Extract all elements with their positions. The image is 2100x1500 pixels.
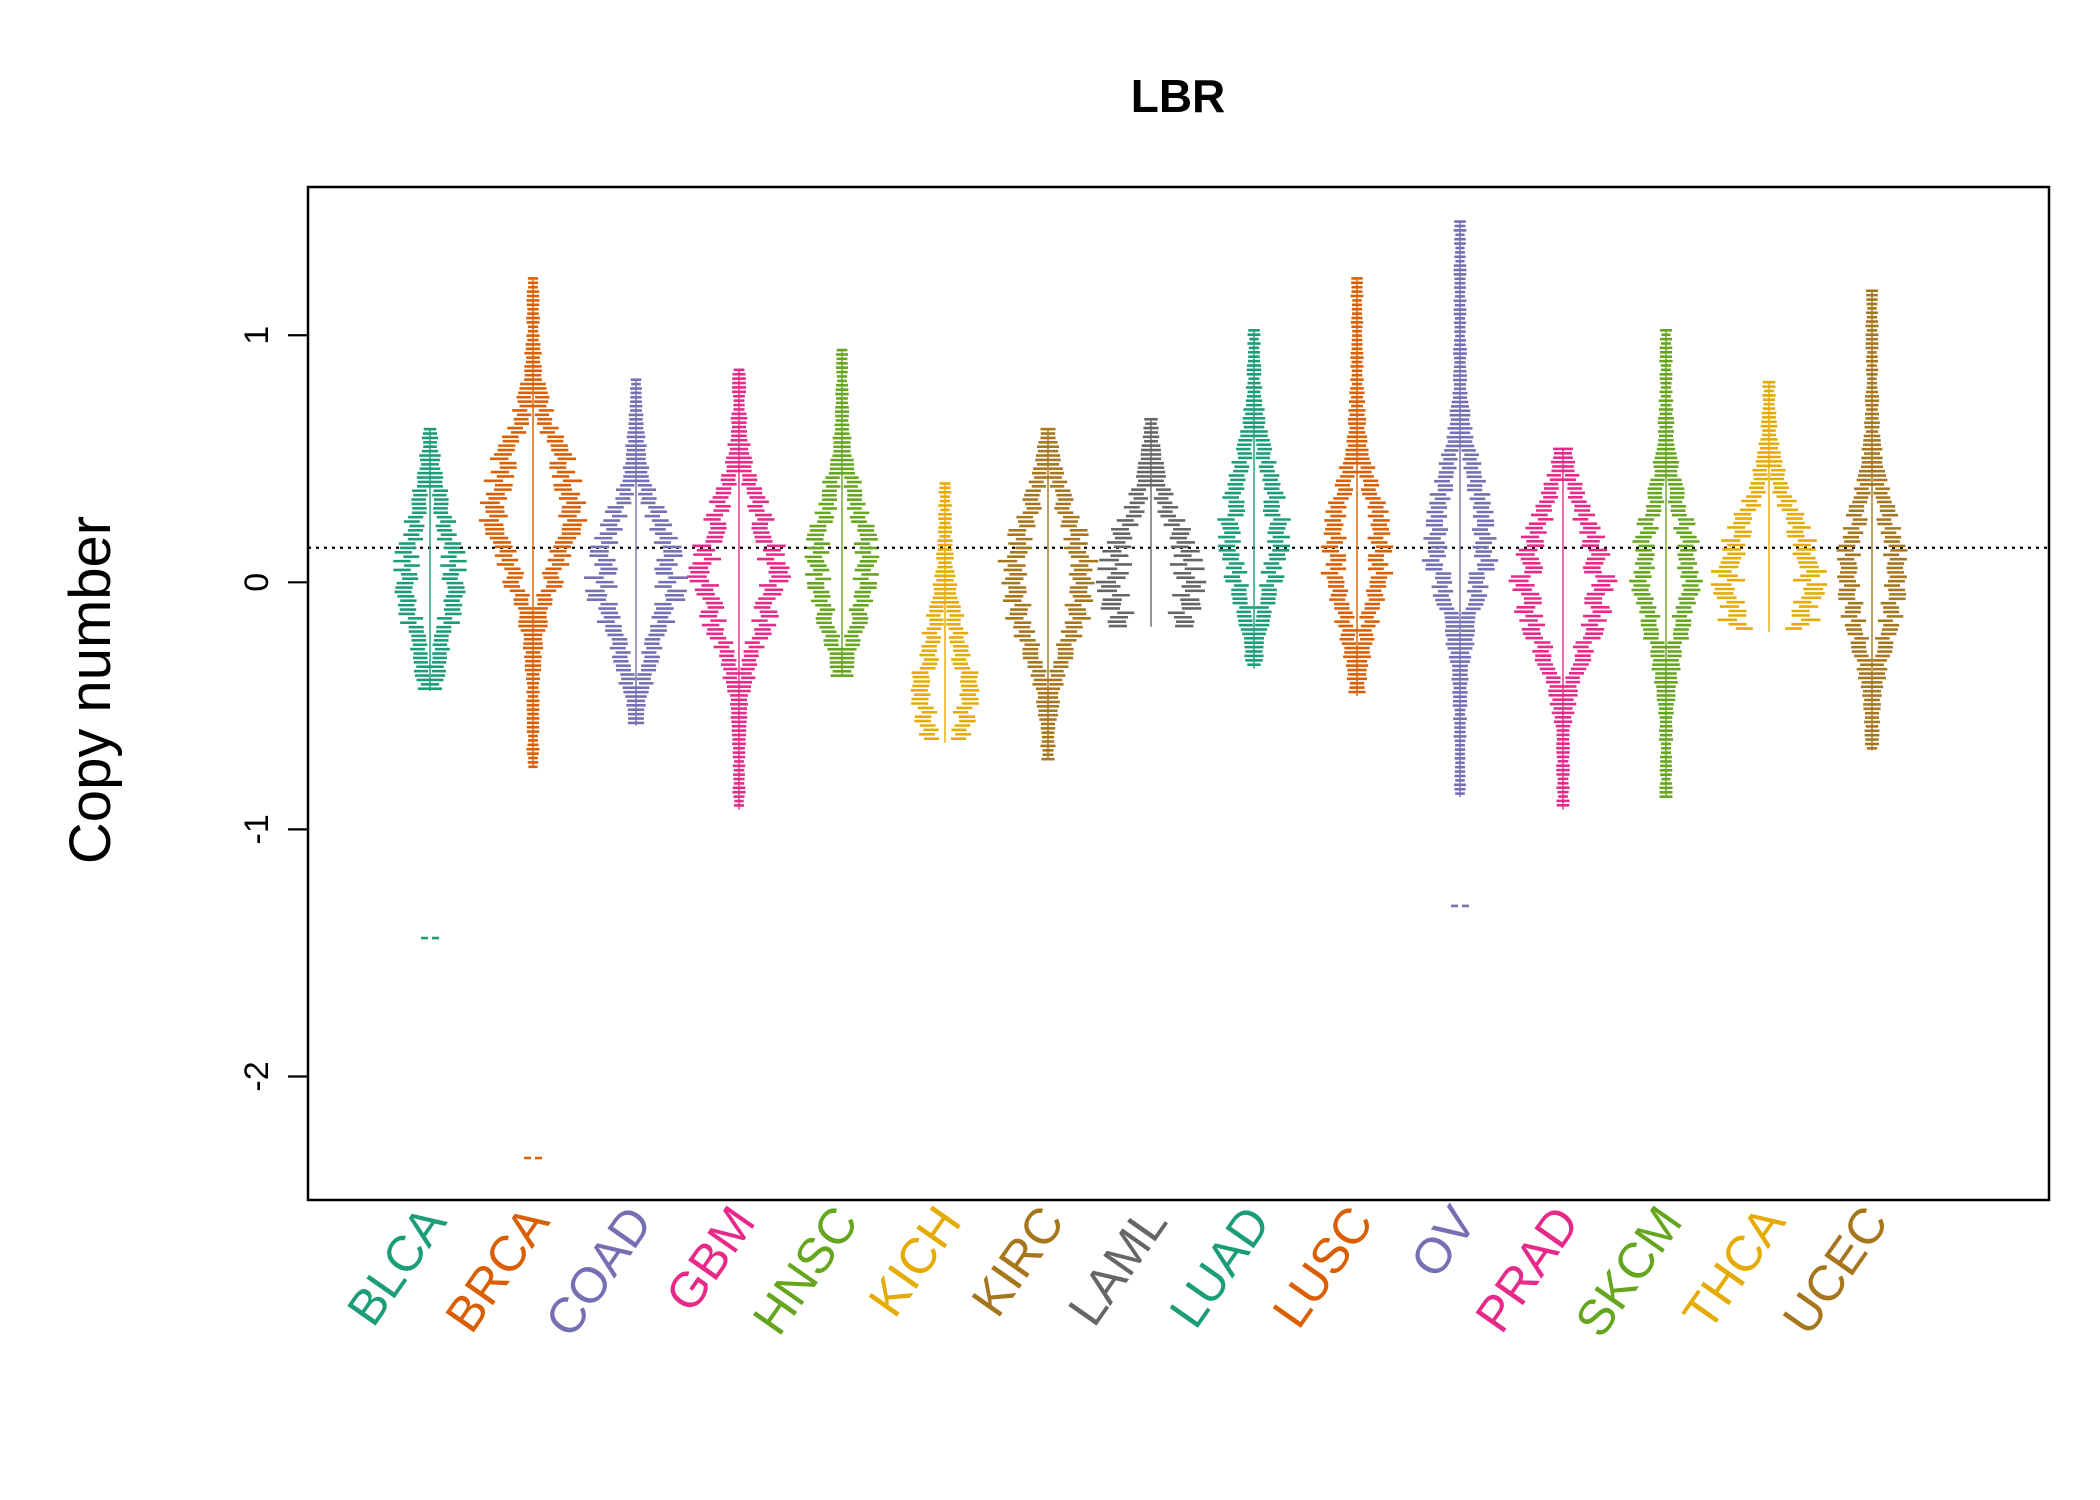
y-tick-label: 0 <box>238 573 276 592</box>
swarm-brca <box>478 277 588 1160</box>
swarm-thca <box>1710 380 1828 632</box>
x-tick-label-luad: LUAD <box>1159 1196 1281 1337</box>
y-axis-label: Copy number <box>58 516 123 864</box>
swarm-laml <box>1095 417 1207 628</box>
x-tick-label-laml: LAML <box>1057 1196 1178 1335</box>
plot-frame <box>306 185 2051 1202</box>
swarm-luad <box>1217 329 1291 669</box>
y-axis: 1 0 -1 -2 <box>238 326 308 1092</box>
swarm-kich <box>910 482 980 743</box>
y-tick-label: -1 <box>238 814 276 844</box>
x-tick-label-ov: OV <box>1400 1196 1488 1288</box>
x-tick-label-hnsc: HNSC <box>742 1196 869 1344</box>
x-tick-label-lusc: LUSC <box>1262 1196 1384 1337</box>
swarm-skcm <box>1629 329 1703 799</box>
x-tick-label-kirc: KIRC <box>961 1196 1075 1326</box>
chart-title: LBR <box>1131 70 1226 122</box>
swarm-lusc <box>1320 277 1394 696</box>
swarm-ov <box>1421 220 1499 908</box>
plot-area <box>308 220 2049 1160</box>
swarm-kirc <box>997 427 1099 761</box>
swarm-blca <box>393 427 467 940</box>
x-tick-label-kich: KICH <box>858 1196 972 1326</box>
y-tick-label: 1 <box>238 326 276 345</box>
x-tick-label-thca: THCA <box>1672 1196 1796 1340</box>
swarm-hnsc <box>804 348 880 677</box>
x-tick-label-coad: COAD <box>534 1196 663 1346</box>
swarm-prad <box>1508 447 1618 810</box>
x-tick-label-skcm: SKCM <box>1564 1196 1693 1346</box>
swarm-coad <box>584 378 688 726</box>
swarm-gbm <box>687 368 791 810</box>
x-tick-label-ucec: UCEC <box>1772 1196 1899 1344</box>
swarm-ucec <box>1836 289 1908 751</box>
y-tick-label: -2 <box>238 1061 276 1091</box>
